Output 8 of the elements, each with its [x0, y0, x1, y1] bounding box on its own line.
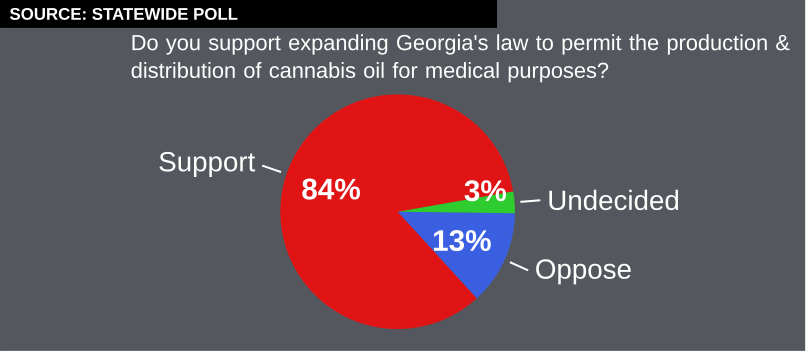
chart-title: Do you support expanding Georgia's law to permit the production & distribution of cannabis oil for medical purposes?: [132, 34, 790, 82]
data-label: 13%: [434, 230, 491, 252]
data-label: 84%: [302, 178, 360, 200]
data-label: 3%: [464, 180, 506, 202]
slice-label: Oppose: [536, 259, 631, 284]
source-note: SOURCE: STATEWIDE POLL: [10, 8, 238, 20]
slice-label: Undecided: [549, 190, 678, 210]
slice-label: Support: [159, 152, 256, 178]
